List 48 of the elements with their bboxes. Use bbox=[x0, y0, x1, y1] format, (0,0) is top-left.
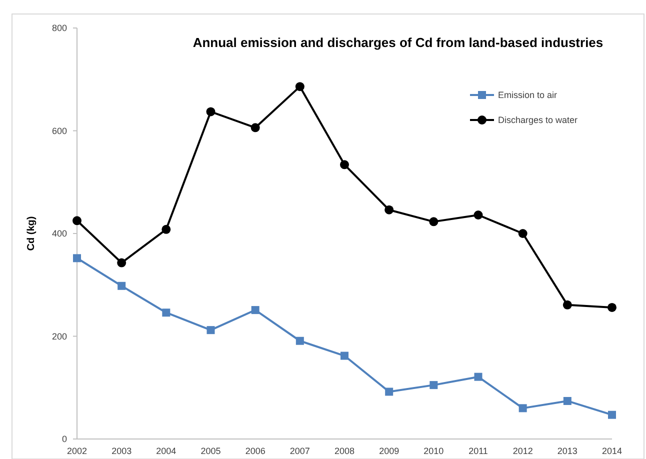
point bbox=[608, 410, 616, 419]
point bbox=[518, 404, 527, 412]
point bbox=[206, 107, 216, 116]
point bbox=[250, 123, 260, 132]
x-tick-label: 2007 bbox=[290, 446, 310, 456]
point bbox=[429, 217, 438, 226]
point bbox=[563, 396, 572, 405]
y-axis-title: Cd (kg) bbox=[26, 216, 37, 251]
point bbox=[518, 229, 528, 238]
x-tick-label: 2009 bbox=[379, 446, 400, 456]
point bbox=[162, 308, 170, 317]
point bbox=[340, 352, 348, 360]
x-tick-label: 2012 bbox=[512, 446, 533, 456]
point bbox=[206, 326, 215, 334]
y-tick-label: 400 bbox=[52, 228, 67, 239]
point bbox=[72, 216, 82, 226]
y-tick-label: 0 bbox=[62, 434, 67, 444]
point bbox=[474, 372, 482, 381]
x-tick-label: 2008 bbox=[334, 446, 355, 456]
point bbox=[162, 224, 171, 234]
x-tick-label: 2011 bbox=[468, 446, 488, 456]
x-tick-label: 2005 bbox=[200, 446, 221, 456]
point bbox=[384, 205, 394, 214]
point bbox=[562, 300, 572, 310]
point bbox=[118, 282, 126, 290]
point bbox=[608, 302, 616, 312]
x-tick-label: 2010 bbox=[424, 446, 444, 456]
point bbox=[296, 336, 304, 345]
y-tick-label: 200 bbox=[52, 331, 67, 342]
point bbox=[117, 258, 126, 268]
x-tick-label: 2013 bbox=[557, 446, 578, 456]
point bbox=[73, 254, 81, 262]
legend-label: Discharges to water bbox=[498, 115, 578, 126]
x-tick-label: 2014 bbox=[602, 446, 622, 456]
y-tick-label: 600 bbox=[52, 126, 67, 136]
x-tick-label: 2003 bbox=[112, 446, 132, 456]
point bbox=[295, 82, 304, 92]
point bbox=[340, 160, 349, 170]
y-tick-label: 800 bbox=[52, 23, 67, 34]
x-tick-label: 2006 bbox=[245, 446, 266, 456]
point bbox=[430, 381, 438, 390]
point bbox=[474, 210, 483, 220]
legend-label: Emission to air bbox=[498, 90, 558, 100]
x-tick-label: 2002 bbox=[66, 446, 88, 456]
point bbox=[251, 306, 260, 314]
text: Annual emission and discharges of Cd from land-based industries bbox=[192, 35, 604, 50]
x-tick-label: 2004 bbox=[156, 446, 176, 456]
point bbox=[385, 388, 394, 396]
